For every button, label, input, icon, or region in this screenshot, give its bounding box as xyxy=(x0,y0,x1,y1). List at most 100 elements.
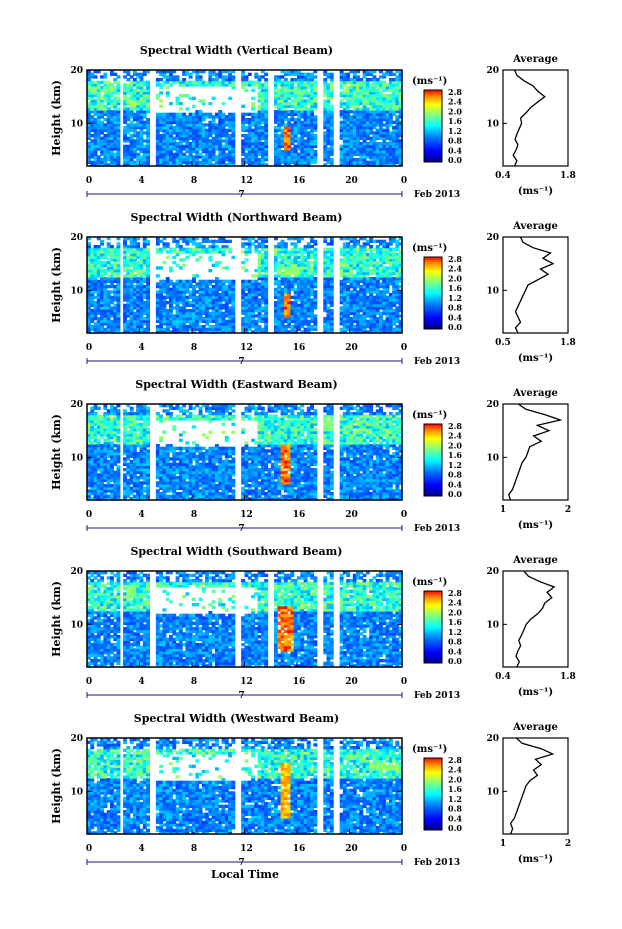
panel-title: Spectral Width (Southward Beam) xyxy=(130,545,342,558)
x-tick-label: 8 xyxy=(191,844,197,854)
colorbar-tick-label: 0.4 xyxy=(448,646,462,656)
colorbar-tick-label: 0.0 xyxy=(448,155,462,165)
average-profile-line xyxy=(512,69,546,167)
average-profile-line xyxy=(507,403,563,501)
average-profile-line xyxy=(515,570,556,668)
colorbar-tick-label: 0.8 xyxy=(448,136,462,146)
y-axis-label: Height (km) xyxy=(50,247,63,323)
heatmap xyxy=(87,70,403,167)
colorbar-tick-label: 2.8 xyxy=(448,421,462,431)
colorbar xyxy=(423,757,443,831)
x-tick-label: 4 xyxy=(138,343,144,353)
average-y-tick-label: 10 xyxy=(486,453,499,463)
average-x-tick-label: 1 xyxy=(500,505,506,515)
y-tick-label: 20 xyxy=(70,400,83,410)
average-x-tick-label: 1 xyxy=(500,839,506,849)
date-label: Feb 2013 xyxy=(414,357,460,367)
average-y-tick-label: 20 xyxy=(486,400,499,410)
average-frame xyxy=(502,570,569,668)
colorbar-tick-label: 0.0 xyxy=(448,823,462,833)
y-axis-label: Height (km) xyxy=(50,414,63,490)
y-tick-label: 20 xyxy=(70,567,83,577)
colorbar-tick-label: 0.8 xyxy=(448,637,462,647)
colorbar-tick-label: 0.0 xyxy=(448,322,462,332)
average-title: Average xyxy=(512,722,558,733)
average-profile-line xyxy=(509,737,555,835)
x-tick-label: 16 xyxy=(293,844,306,854)
beam-panel-2: Spectral Width (Eastward Beam) Height (km… xyxy=(50,378,571,534)
average-frame xyxy=(502,403,569,501)
heatmap xyxy=(87,404,403,501)
average-title: Average xyxy=(512,221,558,232)
average-x-tick-label: 2 xyxy=(565,505,571,515)
colorbar-tick-label: 1.2 xyxy=(448,293,462,303)
date-label: Feb 2013 xyxy=(414,524,460,534)
colorbar-tick-label: 0.8 xyxy=(448,303,462,313)
x-tick-label: 12 xyxy=(240,677,253,687)
y-axis-label: Height (km) xyxy=(50,80,63,156)
panel-title: Spectral Width (Eastward Beam) xyxy=(135,378,337,391)
x-tick-label: 16 xyxy=(293,343,306,353)
date-marker: 7 xyxy=(238,858,244,868)
x-tick-label: 12 xyxy=(240,343,253,353)
x-tick-label: 12 xyxy=(240,844,253,854)
y-axis-label: Height (km) xyxy=(50,748,63,824)
average-x-tick-label: 1.8 xyxy=(560,171,576,181)
y-tick-label: 10 xyxy=(70,787,83,797)
y-tick-label: 20 xyxy=(70,66,83,76)
colorbar-tick-label: 1.2 xyxy=(448,460,462,470)
colorbar-tick-label: 2.4 xyxy=(448,97,462,107)
colorbar-tick-label: 1.6 xyxy=(448,116,462,126)
colorbar-tick-label: 2.8 xyxy=(448,87,462,97)
average-title: Average xyxy=(512,555,558,566)
colorbar-tick-label: 1.6 xyxy=(448,283,462,293)
average-x-axis-label: (ms⁻¹) xyxy=(518,353,553,364)
x-axis-label: Local Time xyxy=(211,868,279,881)
heatmap xyxy=(87,571,403,668)
colorbar xyxy=(423,256,443,330)
average-y-tick-label: 20 xyxy=(486,567,499,577)
x-tick-label: 4 xyxy=(138,176,144,186)
x-tick-label: 0 xyxy=(401,343,407,353)
average-frame xyxy=(502,236,569,334)
date-label: Feb 2013 xyxy=(414,858,460,868)
x-tick-label: 0 xyxy=(86,677,92,687)
colorbar xyxy=(423,423,443,497)
x-tick-label: 16 xyxy=(293,510,306,520)
x-tick-label: 4 xyxy=(138,677,144,687)
colorbar-tick-label: 2.8 xyxy=(448,254,462,264)
x-tick-label: 0 xyxy=(401,176,407,186)
average-frame xyxy=(502,737,569,835)
average-y-tick-label: 10 xyxy=(486,119,499,129)
average-x-tick-label: 0.5 xyxy=(495,338,511,348)
average-x-tick-label: 0.4 xyxy=(495,171,511,181)
average-y-tick-label: 20 xyxy=(486,66,499,76)
y-axis-label: Height (km) xyxy=(50,581,63,657)
date-marker: 7 xyxy=(238,357,244,367)
y-tick-label: 10 xyxy=(70,119,83,129)
colorbar-tick-label: 0.4 xyxy=(448,479,462,489)
colorbar-tick-label: 1.6 xyxy=(448,784,462,794)
y-tick-label: 20 xyxy=(70,734,83,744)
average-x-tick-label: 1.8 xyxy=(560,672,576,682)
colorbar-tick-label: 2.4 xyxy=(448,765,462,775)
panel-title: Spectral Width (Northward Beam) xyxy=(131,211,343,224)
colorbar-unit: (ms⁻¹) xyxy=(412,410,447,421)
beam-panel-3: Spectral Width (Southward Beam) Height (k… xyxy=(50,545,576,701)
x-tick-label: 8 xyxy=(191,677,197,687)
colorbar-tick-label: 0.4 xyxy=(448,312,462,322)
x-tick-label: 0 xyxy=(86,510,92,520)
x-tick-label: 16 xyxy=(293,176,306,186)
y-tick-label: 20 xyxy=(70,233,83,243)
average-x-axis-label: (ms⁻¹) xyxy=(518,520,553,531)
x-tick-label: 20 xyxy=(345,343,358,353)
date-label: Feb 2013 xyxy=(414,190,460,200)
panel-title: Spectral Width (Westward Beam) xyxy=(134,712,339,725)
x-tick-label: 8 xyxy=(191,510,197,520)
x-tick-label: 4 xyxy=(138,510,144,520)
average-y-tick-label: 20 xyxy=(486,233,499,243)
average-profile-line xyxy=(514,236,555,334)
colorbar-tick-label: 0.0 xyxy=(448,656,462,666)
x-tick-label: 0 xyxy=(86,343,92,353)
average-y-tick-label: 20 xyxy=(486,734,499,744)
